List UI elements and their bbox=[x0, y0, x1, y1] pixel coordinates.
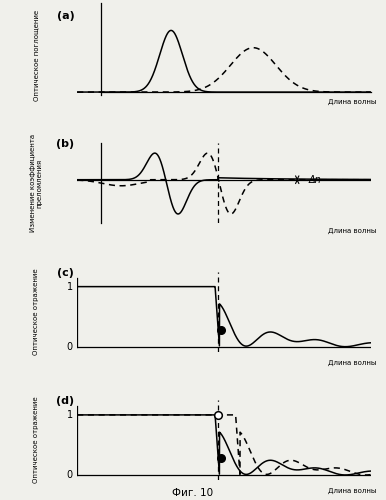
Text: Δn: Δn bbox=[309, 174, 322, 184]
Text: Длина волны: Длина волны bbox=[328, 488, 376, 494]
Text: (a): (a) bbox=[56, 11, 74, 21]
Text: (d): (d) bbox=[56, 396, 74, 406]
Text: Оптическое отражение: Оптическое отражение bbox=[33, 396, 39, 483]
Text: 0: 0 bbox=[67, 470, 73, 480]
Text: Фиг. 10: Фиг. 10 bbox=[173, 488, 213, 498]
Text: 1: 1 bbox=[67, 282, 73, 292]
Text: Оптическое отражение: Оптическое отражение bbox=[33, 268, 39, 355]
Text: (c): (c) bbox=[58, 268, 74, 278]
Text: Оптическое поглощение: Оптическое поглощение bbox=[33, 10, 39, 101]
Text: Длина волны: Длина волны bbox=[328, 99, 376, 105]
Text: (b): (b) bbox=[56, 140, 74, 149]
Text: Длина волны: Длина волны bbox=[328, 228, 376, 234]
Text: 1: 1 bbox=[67, 410, 73, 420]
Text: Изменение коэффициента
преломления: Изменение коэффициента преломления bbox=[30, 134, 42, 232]
Text: 0: 0 bbox=[67, 342, 73, 352]
Text: Длина волны: Длина волны bbox=[328, 360, 376, 366]
